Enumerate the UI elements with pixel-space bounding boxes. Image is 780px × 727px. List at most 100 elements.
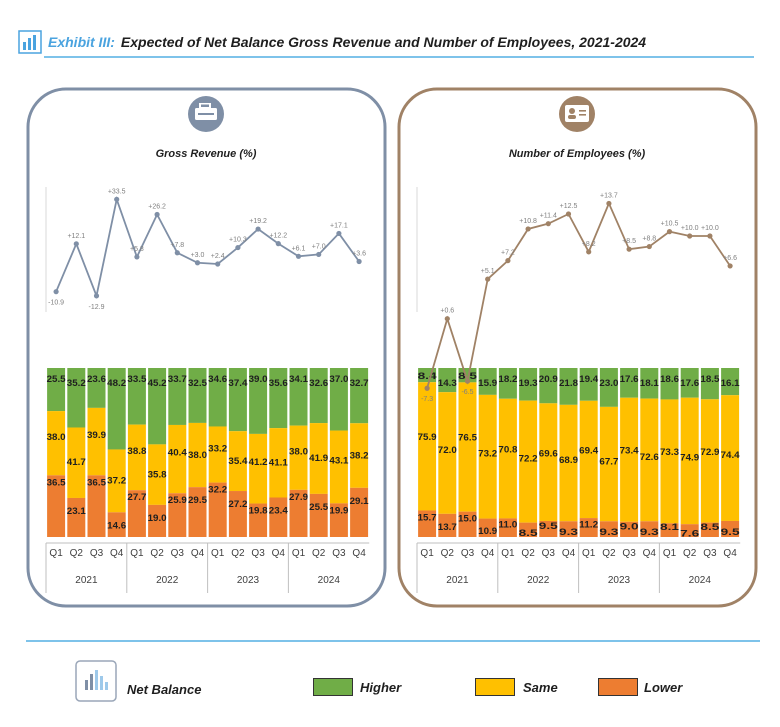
label-higher: 48.2 bbox=[107, 378, 126, 389]
quarter-label: Q3 bbox=[171, 548, 185, 559]
legend-lower-swatch bbox=[598, 678, 638, 696]
label-higher: 23.6 bbox=[87, 374, 106, 385]
year-label: 2024 bbox=[318, 575, 341, 586]
label-lower: 8.1 bbox=[660, 522, 680, 533]
quarter-label: Q4 bbox=[110, 548, 124, 559]
legend-lower: Lower bbox=[644, 680, 683, 695]
label-lower: 15.7 bbox=[418, 512, 437, 523]
gross-revenue-chart: Gross Revenue (%) 25.5 38.0 36.5 Q1 35.2 41.7… bbox=[26, 87, 387, 608]
net-balance-point bbox=[356, 258, 362, 265]
net-balance-point bbox=[316, 251, 322, 258]
label-lower: 10.9 bbox=[478, 526, 497, 537]
quarter-label: Q1 bbox=[582, 548, 596, 559]
bar-segment-same bbox=[228, 431, 247, 492]
bar-segment-higher bbox=[47, 368, 66, 412]
bar-segment-same bbox=[309, 423, 328, 494]
bar-segment-higher bbox=[249, 368, 268, 434]
net-balance-label: +10.0 bbox=[681, 225, 699, 232]
label-higher: 34.1 bbox=[289, 374, 309, 385]
exhibit-header: Exhibit III: Expected of Net Balance Gros… bbox=[18, 30, 646, 54]
label-higher: 20.9 bbox=[539, 374, 558, 385]
bar-segment-higher bbox=[620, 368, 639, 398]
label-higher: 18.6 bbox=[660, 374, 679, 385]
label-same: 70.8 bbox=[498, 445, 517, 456]
bar-segment-lower bbox=[47, 475, 66, 537]
label-lower: 11.2 bbox=[579, 520, 598, 531]
net-balance-label: +6.6 bbox=[723, 255, 737, 262]
bar-segment-higher bbox=[87, 368, 106, 408]
bar-segment-same bbox=[188, 422, 207, 488]
bar-segment-lower bbox=[721, 520, 740, 537]
label-higher: 19.3 bbox=[519, 378, 538, 389]
bar-segment-same bbox=[269, 428, 288, 498]
bar-segment-lower bbox=[640, 521, 659, 537]
quarter-label: Q3 bbox=[332, 548, 346, 559]
bar-segment-higher bbox=[478, 368, 497, 395]
label-lower: 7.6 bbox=[680, 529, 699, 540]
label-higher: 17.6 bbox=[620, 374, 639, 385]
net-balance-point bbox=[194, 260, 201, 266]
quarter-label: Q3 bbox=[90, 548, 104, 559]
label-lower: 8.5 bbox=[519, 528, 539, 539]
bar-segment-same bbox=[700, 399, 719, 523]
panel-title: Number of Employees (%) bbox=[509, 148, 646, 160]
bar-segment-same bbox=[289, 425, 308, 490]
label-same: 67.7 bbox=[599, 456, 618, 467]
bar-chart-icon bbox=[18, 30, 42, 54]
label-same: 76.5 bbox=[458, 433, 478, 444]
label-same: 72.6 bbox=[640, 452, 659, 463]
net-balance-line bbox=[55, 195, 360, 299]
bar-segment-lower bbox=[148, 504, 167, 537]
label-higher: 21.8 bbox=[559, 378, 578, 389]
label-lower: 27.7 bbox=[127, 492, 146, 503]
quarter-label: Q2 bbox=[521, 548, 535, 559]
bar-segment-same bbox=[559, 404, 578, 522]
net-balance-point bbox=[586, 249, 592, 255]
legend-higher-swatch bbox=[313, 678, 353, 696]
net-balance-label: -7.3 bbox=[421, 396, 433, 403]
bar-segment-same bbox=[599, 406, 618, 522]
net-balance-point bbox=[727, 263, 733, 269]
bar-segment-same bbox=[660, 399, 679, 524]
bar-segment-lower bbox=[127, 490, 146, 537]
net-balance-point bbox=[336, 230, 342, 237]
bar-segment-lower bbox=[539, 520, 558, 537]
net-balance-label: +10.3 bbox=[229, 237, 247, 244]
label-higher: 35.2 bbox=[67, 378, 86, 389]
net-balance-point bbox=[93, 293, 100, 299]
label-lower: 25.5 bbox=[309, 502, 329, 513]
bar-segment-lower bbox=[458, 511, 477, 537]
quarter-label: Q4 bbox=[352, 548, 366, 559]
net-balance-label: +11.4 bbox=[540, 213, 557, 220]
quarter-label: Q1 bbox=[49, 548, 63, 559]
label-higher: 32.7 bbox=[350, 378, 369, 389]
bar-segment-higher bbox=[228, 368, 247, 432]
net-balance-point bbox=[505, 258, 511, 264]
quarter-label: Q1 bbox=[292, 548, 306, 559]
bar-segment-higher bbox=[559, 368, 578, 405]
net-balance-label: +8.2 bbox=[582, 241, 596, 248]
quarter-label: Q2 bbox=[602, 548, 616, 559]
net-balance-point bbox=[255, 226, 261, 232]
label-same: 73.4 bbox=[620, 446, 640, 457]
net-balance-point bbox=[275, 241, 281, 247]
bar-segment-higher bbox=[289, 368, 308, 426]
bar-segment-higher bbox=[579, 368, 598, 401]
bar-segment-same bbox=[208, 426, 227, 483]
legend-same: Same bbox=[523, 680, 558, 695]
label-same: 38.0 bbox=[289, 447, 308, 458]
net-balance-label: +12.1 bbox=[67, 233, 85, 240]
year-label: 2022 bbox=[527, 575, 550, 586]
label-same: 35.4 bbox=[228, 456, 248, 467]
year-label: 2022 bbox=[156, 575, 179, 586]
net-balance-label: +2.4 bbox=[211, 253, 225, 260]
bar-segment-lower bbox=[438, 513, 457, 537]
quarter-label: Q1 bbox=[663, 548, 677, 559]
bar-segment-same bbox=[107, 449, 126, 513]
label-higher: 45.2 bbox=[148, 378, 167, 389]
label-same: 41.9 bbox=[309, 453, 328, 464]
label-same: 68.9 bbox=[559, 455, 578, 466]
label-higher: 25.5 bbox=[47, 374, 67, 385]
quarter-label: Q1 bbox=[211, 548, 225, 559]
quarter-label: Q1 bbox=[130, 548, 144, 559]
